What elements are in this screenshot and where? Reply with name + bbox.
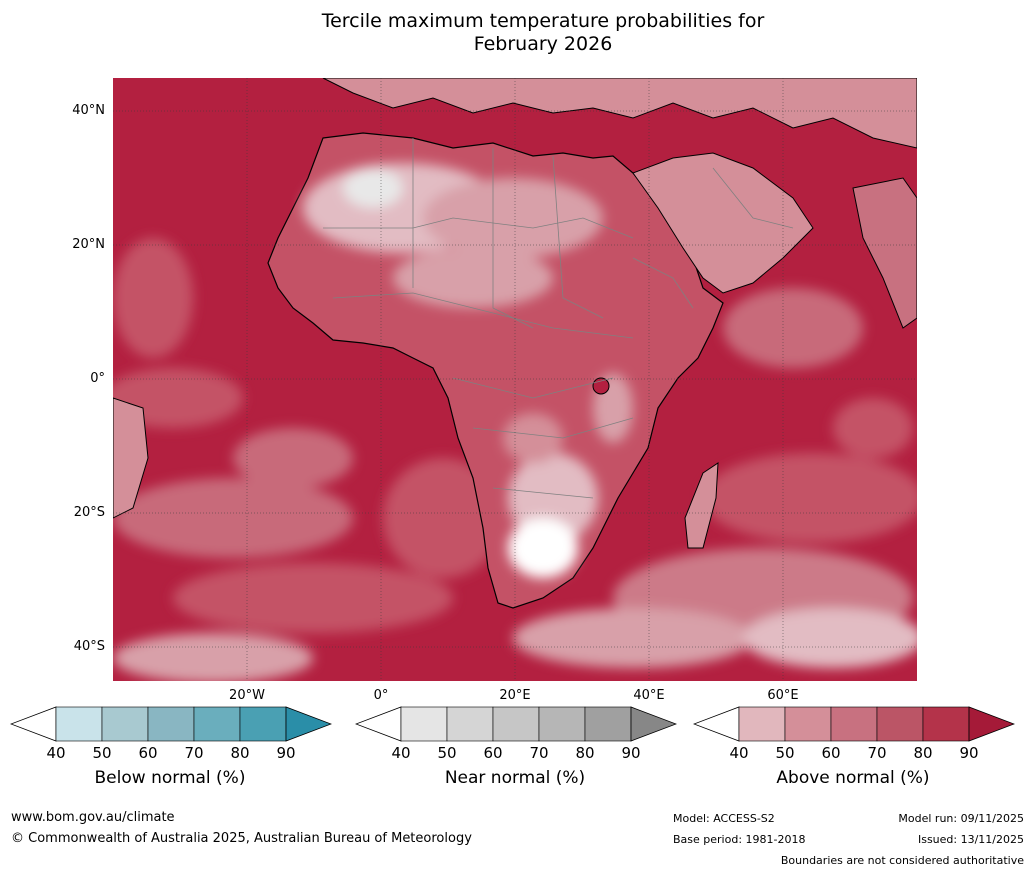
colorbar-tick-label: 40: [729, 744, 749, 762]
lon-label-20w: 20°W: [229, 688, 265, 703]
colorbar-tick-label: 90: [959, 744, 979, 762]
colorbar-tick-label: 60: [483, 744, 503, 762]
colorbar-segment: [876, 706, 924, 742]
colorbar-tick-label: 90: [621, 744, 641, 762]
lat-label-0: 0°: [90, 371, 105, 386]
colorbar-tick-label: 40: [391, 744, 411, 762]
colorbar-min-extend: [355, 706, 402, 742]
colorbar-tick-label: 50: [775, 744, 795, 762]
colorbar-tick-label: 90: [276, 744, 296, 762]
colorbar-segment: [147, 706, 195, 742]
colorbar-segment: [830, 706, 878, 742]
lon-label-20e: 20°E: [499, 688, 531, 703]
colorbar-min-extend: [693, 706, 740, 742]
colorbar-title-near: Near normal (%): [444, 768, 586, 788]
colorbar-max-extend: [968, 706, 1015, 742]
footer-model: Model: ACCESS-S2: [673, 812, 775, 825]
colorbar-segment: [193, 706, 241, 742]
lon-label-40e: 40°E: [633, 688, 665, 703]
colorbar-segment: [538, 706, 586, 742]
colorbar-segment: [400, 706, 448, 742]
title-line-2: February 2026: [473, 33, 613, 55]
colorbar-segment: [55, 706, 103, 742]
lat-label-40n: 40°N: [72, 103, 105, 118]
colorbar-title-below: Below normal (%): [94, 768, 246, 788]
colorbar-tick-label: 70: [184, 744, 204, 762]
footer-model-run: Model run: 09/11/2025: [898, 812, 1024, 825]
colorbar-min-extend: [10, 706, 57, 742]
lake-victoria: [592, 377, 610, 395]
colorbar-tick-label: 70: [529, 744, 549, 762]
colorbar-segment: [446, 706, 494, 742]
colorbar-tick-label: 60: [138, 744, 158, 762]
colorbar-tick-label: 50: [437, 744, 457, 762]
map-title: Tercile maximum temperature probabilitie…: [0, 10, 1035, 56]
title-line-1: Tercile maximum temperature probabilitie…: [321, 10, 765, 32]
lat-label-40s: 40°S: [73, 639, 105, 654]
probability-map: [113, 78, 917, 681]
colorbar-tick-label: 60: [821, 744, 841, 762]
south-america-edge: [113, 397, 149, 519]
colorbar-segment: [738, 706, 786, 742]
country-borders: [323, 138, 794, 499]
colorbar-segment: [101, 706, 149, 742]
eurasia-landmass: [322, 78, 917, 149]
colorbar-tick-label: 40: [46, 744, 66, 762]
africa-shading: [303, 163, 633, 578]
colorbar-tick-label: 50: [92, 744, 112, 762]
colorbar-segment: [784, 706, 832, 742]
colorbar-tick-label: 70: [867, 744, 887, 762]
colorbar-segment: [584, 706, 632, 742]
footer-website: www.bom.gov.au/climate: [11, 810, 175, 825]
india-landmass: [852, 177, 917, 329]
colorbar-title-above: Above normal (%): [776, 768, 930, 788]
lon-label-0: 0°: [373, 688, 389, 703]
colorbar-max-extend: [285, 706, 332, 742]
colorbar-max-extend: [630, 706, 677, 742]
colorbar-segment: [922, 706, 970, 742]
madagascar-landmass: [684, 462, 719, 549]
colorbar-tick-label: 80: [913, 744, 933, 762]
colorbar-segment: [239, 706, 287, 742]
colorbar-tick-label: 80: [230, 744, 250, 762]
graticule: [113, 78, 917, 681]
footer-base-period: Base period: 1981-2018: [673, 833, 806, 846]
colorbar-below-normal: [10, 706, 332, 742]
footer-disclaimer: Boundaries are not considered authoritat…: [780, 854, 1024, 867]
lon-label-60e: 60°E: [767, 688, 799, 703]
footer-copyright: © Commonwealth of Australia 2025, Austra…: [11, 831, 472, 846]
colorbar-tick-label: 80: [575, 744, 595, 762]
colorbar-segment: [492, 706, 540, 742]
ocean-patches: [113, 238, 917, 681]
footer-issued: Issued: 13/11/2025: [917, 833, 1024, 846]
lat-label-20n: 20°N: [72, 237, 105, 252]
colorbar-near-normal: [355, 706, 677, 742]
lat-label-20s: 20°S: [73, 505, 105, 520]
map-svg: [113, 78, 917, 681]
colorbar-above-normal: [693, 706, 1015, 742]
